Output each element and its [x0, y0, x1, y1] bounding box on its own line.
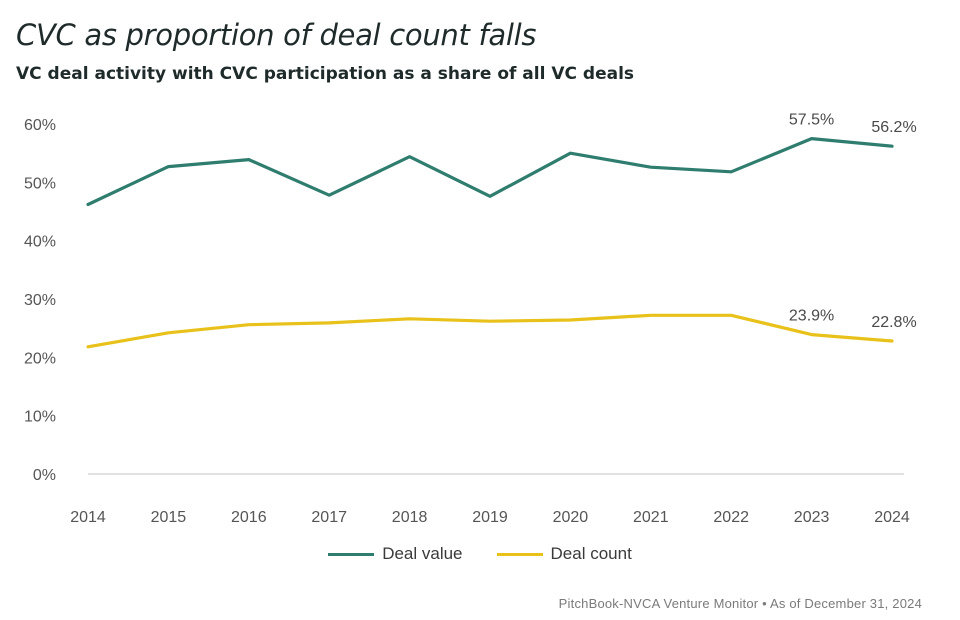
chart-title: CVC as proportion of deal count falls	[16, 18, 537, 52]
x-tick-label: 2019	[472, 509, 508, 526]
legend-label-deal-count: Deal count	[550, 544, 632, 563]
data-label-deal-value: 57.5%	[789, 112, 834, 129]
legend: Deal value Deal count	[0, 544, 960, 564]
x-tick-label: 2021	[633, 509, 669, 526]
y-tick-label: 0%	[33, 467, 56, 484]
x-tick-label: 2015	[151, 509, 187, 526]
y-tick-label: 10%	[24, 409, 56, 426]
legend-label-deal-value: Deal value	[382, 544, 463, 563]
x-tick-label: 2016	[231, 509, 267, 526]
x-tick-label: 2014	[70, 509, 106, 526]
x-tick-label: 2018	[392, 509, 428, 526]
y-tick-label: 60%	[24, 117, 56, 134]
y-tick-label: 30%	[24, 292, 56, 309]
y-tick-label: 50%	[24, 175, 56, 192]
x-tick-label: 2023	[794, 509, 830, 526]
x-tick-label: 2022	[713, 509, 749, 526]
legend-item-deal-value[interactable]: Deal value	[328, 544, 463, 564]
data-labels: 57.5% 56.2% 23.9% 22.8%	[789, 112, 917, 331]
series-line-deal-value[interactable]	[86, 137, 894, 207]
chart-subtitle: VC deal activity with CVC participation …	[16, 64, 635, 84]
y-tick-label: 20%	[24, 350, 56, 367]
series-layer	[86, 137, 894, 349]
x-tick-label: 2017	[311, 509, 347, 526]
data-label-deal-count: 22.8%	[871, 314, 916, 331]
data-label-deal-count: 23.9%	[789, 308, 834, 325]
x-tick-label: 2024	[874, 509, 910, 526]
legend-item-deal-count[interactable]: Deal count	[496, 544, 632, 564]
legend-swatch-deal-count	[496, 552, 543, 556]
line-chart: 0%10%20%30%40%50%60% 2014 2015 2016 2017 201…	[24, 112, 917, 526]
y-tick-label: 40%	[24, 234, 56, 251]
data-label-deal-value: 56.2%	[871, 119, 916, 136]
source-note: PitchBook-NVCA Venture Monitor • As of D…	[558, 596, 922, 611]
series-line-deal-count[interactable]	[86, 313, 894, 349]
x-axis: 2014 2015 2016 2017 2018 2019 2020 2021 2022 2023…	[70, 509, 910, 526]
legend-swatch-deal-value	[328, 552, 375, 556]
y-axis: 0% 10% 20% 30% 40% 50% 60%	[24, 117, 56, 484]
x-tick-label: 2020	[553, 509, 589, 526]
